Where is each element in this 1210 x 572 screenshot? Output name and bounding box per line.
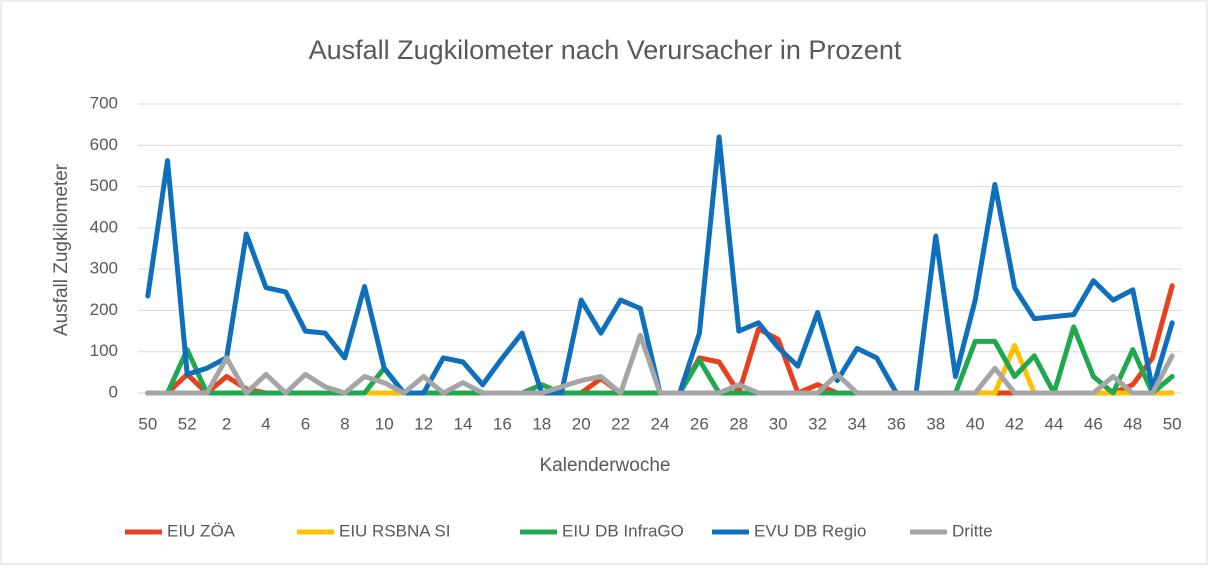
x-tick-label: 32 [808, 414, 827, 433]
x-axis-title: Kalenderwoche [540, 455, 671, 476]
y-tick-label: 100 [90, 341, 118, 360]
x-tick-label: 18 [532, 414, 551, 433]
legend-label: EIU DB InfraGO [562, 521, 684, 540]
x-tick-label: 20 [572, 414, 591, 433]
x-tick-label: 38 [926, 414, 945, 433]
x-tick-label: 46 [1084, 414, 1103, 433]
y-axis-title: Ausfall Zugkilometer [51, 163, 72, 336]
y-tick-label: 300 [90, 259, 118, 278]
x-tick-label: 26 [690, 414, 709, 433]
x-tick-label: 12 [414, 414, 433, 433]
legend-label: EIU ZÖA [167, 521, 236, 540]
x-tick-label: 22 [611, 414, 630, 433]
x-tick-label: 42 [1005, 414, 1024, 433]
x-tick-label: 44 [1045, 414, 1064, 433]
x-tick-label: 28 [729, 414, 748, 433]
x-tick-label: 6 [301, 414, 310, 433]
x-tick-label: 8 [340, 414, 349, 433]
x-tick-label: 4 [261, 414, 270, 433]
x-tick-label: 24 [651, 414, 670, 433]
y-tick-label: 500 [90, 176, 118, 195]
x-tick-label: 2 [222, 414, 231, 433]
x-tick-label: 50 [1163, 414, 1182, 433]
legend-label: EVU DB Regio [754, 521, 866, 540]
y-tick-label: 700 [90, 93, 118, 112]
series-line [145, 332, 1175, 396]
x-tick-label: 36 [887, 414, 906, 433]
x-tick-label: 48 [1123, 414, 1142, 433]
x-tick-label: 40 [966, 414, 985, 433]
legend-label: Dritte [952, 521, 993, 540]
x-tick-label: 16 [493, 414, 512, 433]
x-tick-label: 50 [138, 414, 157, 433]
legend-label: EIU RSBNA SI [339, 521, 450, 540]
x-tick-label: 52 [178, 414, 197, 433]
y-tick-label: 600 [90, 135, 118, 154]
x-tick-label: 34 [848, 414, 867, 433]
y-tick-label: 400 [90, 217, 118, 236]
y-tick-label: 200 [90, 300, 118, 319]
x-tick-label: 30 [769, 414, 788, 433]
x-tick-label: 10 [375, 414, 394, 433]
chart-title: Ausfall Zugkilometer nach Verursacher in… [309, 35, 902, 65]
y-tick-label: 0 [109, 382, 118, 401]
x-tick-label: 14 [454, 414, 473, 433]
